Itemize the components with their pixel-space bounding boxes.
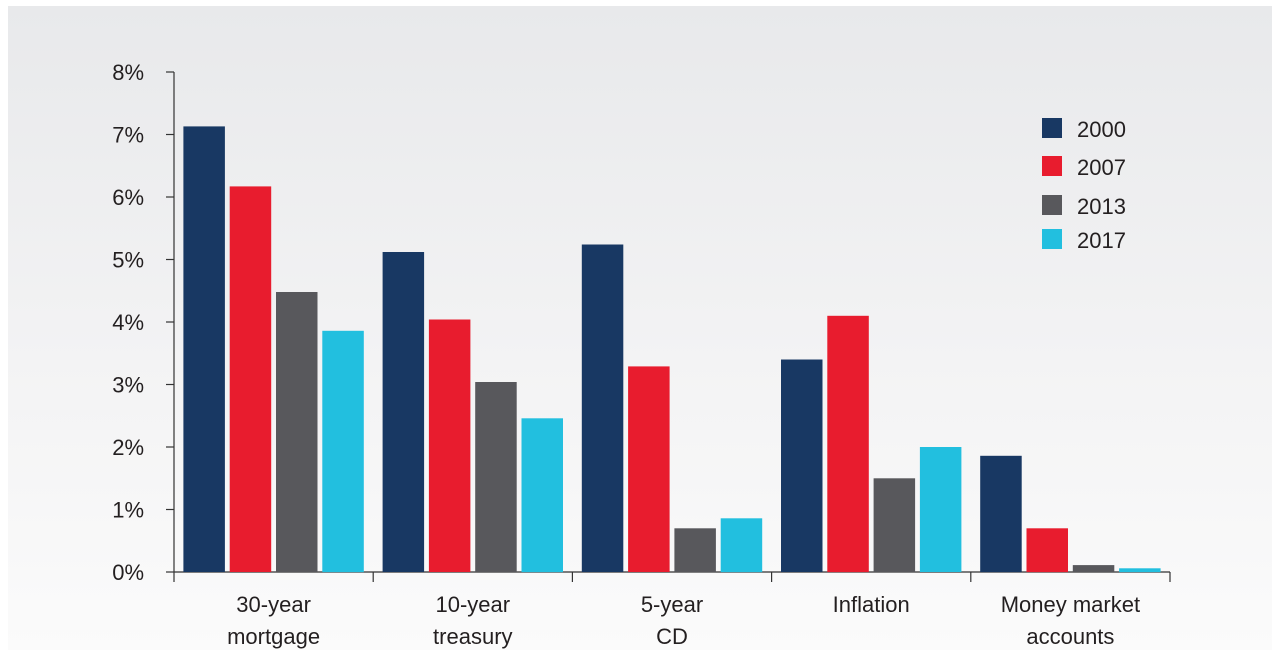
legend-label-2000: 2000	[1077, 117, 1126, 142]
bar-2000-10-year-treasury	[382, 252, 425, 572]
legend-label-2013: 2013	[1077, 194, 1126, 219]
legend-label-2017: 2017	[1077, 228, 1126, 253]
bar-2017-money-market-accounts	[1119, 568, 1161, 573]
x-category-label: Inflation	[833, 592, 910, 617]
bar-2007-10-year-treasury	[428, 319, 471, 572]
x-category-label: mortgage	[227, 624, 320, 649]
bars	[183, 126, 1161, 573]
bar-2013-10-year-treasury	[475, 382, 517, 572]
bar-2007-money-market-accounts	[1026, 528, 1068, 573]
x-category-label: accounts	[1026, 624, 1114, 649]
bar-2000-5-year-cd	[581, 244, 624, 572]
y-tick-label: 5%	[112, 248, 144, 273]
x-category-label: CD	[656, 624, 688, 649]
bar-2017-30-year-mortgage	[322, 330, 364, 573]
y-tick-label: 3%	[112, 373, 144, 398]
bar-2007-5-year-cd	[628, 366, 670, 572]
x-category-label: 5-year	[641, 592, 703, 617]
y-tick-label: 0%	[112, 560, 144, 585]
y-tick-label: 1%	[112, 498, 144, 523]
x-category-label: treasury	[433, 624, 512, 649]
bar-2017-10-year-treasury	[521, 418, 563, 573]
bar-2000-inflation	[781, 359, 823, 572]
bar-2013-30-year-mortgage	[276, 292, 318, 572]
y-tick-label: 2%	[112, 435, 144, 460]
legend-swatch-2013	[1042, 195, 1062, 215]
bar-2000-30-year-mortgage	[183, 126, 225, 573]
y-tick-label: 7%	[112, 123, 144, 148]
bar-2000-money-market-accounts	[980, 455, 1022, 573]
x-category-label: Money market	[1001, 592, 1140, 617]
bar-2017-5-year-cd	[720, 518, 763, 573]
y-tick-label: 8%	[112, 60, 144, 85]
bar-2013-money-market-accounts	[1072, 565, 1115, 572]
x-category-label: 10-year	[436, 592, 511, 617]
legend-swatch-2017	[1042, 229, 1062, 249]
y-tick-label: 4%	[112, 310, 144, 335]
x-category-label: 30-year	[236, 592, 311, 617]
bar-2007-inflation	[827, 315, 869, 573]
legend-label-2007: 2007	[1077, 155, 1126, 180]
bar-2013-5-year-cd	[674, 528, 716, 573]
y-tick-label: 6%	[112, 185, 144, 210]
legend: 2000 2007 2013 2017	[1042, 117, 1126, 253]
bar-2007-30-year-mortgage	[229, 186, 272, 572]
legend-swatch-2007	[1042, 156, 1062, 176]
bar-2017-inflation	[919, 447, 962, 572]
legend-swatch-2000	[1042, 118, 1062, 138]
bar-2013-inflation	[873, 478, 916, 573]
axes: 0% 1% 2% 3% 4% 5% 6% 7% 8% 30-year mortgage 10-year…	[112, 60, 1171, 649]
